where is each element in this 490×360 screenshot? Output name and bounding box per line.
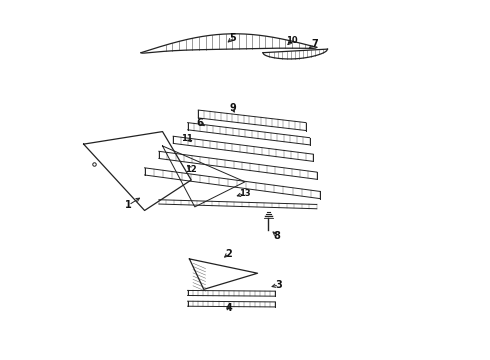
Text: 13: 13 [239, 189, 251, 198]
Text: 12: 12 [185, 165, 196, 174]
Text: 4: 4 [225, 303, 232, 314]
Text: 3: 3 [276, 280, 282, 290]
Text: 8: 8 [274, 231, 281, 240]
Text: 11: 11 [181, 134, 193, 143]
Text: 10: 10 [286, 36, 297, 45]
Text: 5: 5 [229, 33, 236, 43]
Text: 9: 9 [229, 103, 236, 113]
Text: 6: 6 [197, 118, 203, 128]
Text: 7: 7 [312, 40, 318, 49]
Text: 1: 1 [125, 200, 132, 210]
Text: 2: 2 [225, 248, 232, 258]
